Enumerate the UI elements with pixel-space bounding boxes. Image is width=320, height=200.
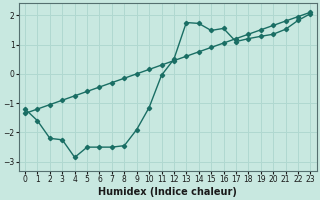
X-axis label: Humidex (Indice chaleur): Humidex (Indice chaleur)	[98, 187, 237, 197]
